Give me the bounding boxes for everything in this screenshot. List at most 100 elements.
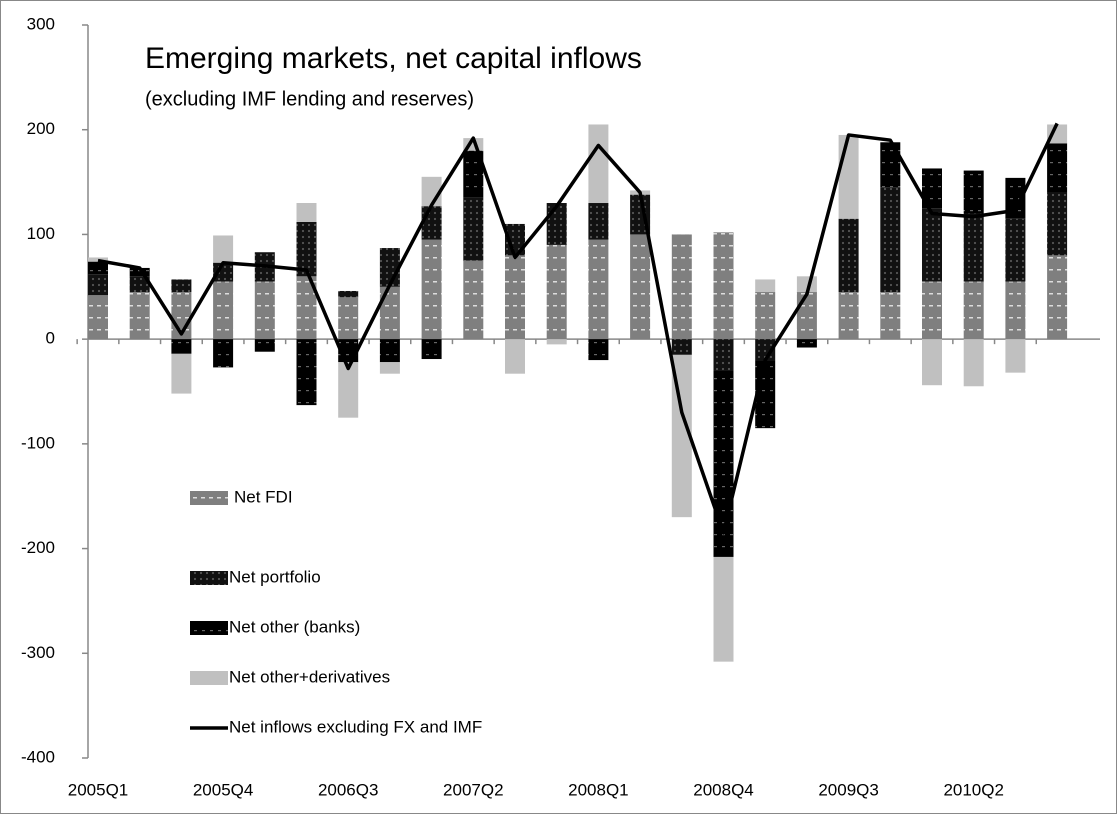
bar [213,235,234,263]
bar [296,339,317,406]
legend-label: Net portfolio [229,567,321,586]
bar [1005,177,1026,219]
bar [379,362,400,374]
bar [421,206,442,240]
bar [505,339,525,374]
legend-swatch [190,571,228,585]
bar [338,297,359,340]
bar [463,150,484,198]
bar [922,339,942,386]
legend-label: Net other (banks) [229,617,360,636]
bar [713,232,734,340]
x-tick-label: 2010Q2 [943,780,1004,799]
bar [171,353,192,394]
bar [1005,218,1026,282]
bar [963,213,984,282]
bar [463,260,484,340]
bar [1047,255,1068,340]
bar [880,292,901,340]
bar [963,339,984,387]
x-tick-label: 2008Q4 [693,780,754,799]
bar [546,203,567,245]
y-tick-label: -400 [21,747,55,766]
bar [755,279,776,293]
bar [171,279,192,293]
bar [922,208,942,282]
bar [254,281,275,340]
bar [796,339,817,348]
y-tick-label: -100 [21,433,55,452]
bar [755,292,776,340]
bar [838,134,859,219]
bar [588,239,609,340]
bar [880,187,901,293]
chart-subtitle: (excluding IMF lending and reserves) [145,88,474,110]
bar [588,124,609,204]
x-tick-label: 2008Q1 [568,780,629,799]
bar [630,234,651,340]
bar [588,203,609,240]
y-tick-label: 300 [27,14,55,33]
bar [129,276,150,293]
bar [296,203,317,222]
bar [379,339,400,363]
x-tick-label: 2006Q3 [318,780,379,799]
bar [213,281,234,340]
bar [588,339,609,361]
bar [296,221,317,277]
y-tick-label: 0 [46,329,55,348]
bar [1047,124,1068,144]
bar [671,234,692,340]
bar [505,255,525,340]
legend-label: Net inflows excluding FX and IMF [229,717,482,736]
legend-swatch [190,491,228,505]
x-tick-label: 2007Q2 [443,780,504,799]
bar [1005,281,1026,340]
bar [338,362,359,418]
bar [1047,143,1068,193]
bar [296,276,317,340]
line [97,122,1059,535]
legend-label: Net other+derivatives [229,667,390,686]
bar [838,218,859,293]
bar [88,257,108,262]
bar [421,339,442,360]
bar [213,339,234,368]
x-tick-label: 2005Q4 [193,780,254,799]
legend-swatch [190,621,228,635]
bar [713,339,734,371]
bar [129,267,150,277]
legend-swatch [190,671,228,685]
y-tick-label: 200 [27,119,55,138]
bar [338,290,359,298]
bar [713,556,734,662]
bar [880,142,901,188]
bar [379,286,400,340]
chart-title: Emerging markets, net capital inflows [145,42,642,75]
y-tick-label: 100 [27,224,55,243]
bar [922,281,942,340]
x-tick-label: 2009Q3 [818,780,879,799]
bar [1005,339,1026,373]
bar [546,339,567,345]
bar [421,239,442,340]
x-tick-label: 2005Q1 [68,780,129,799]
bar [1047,192,1068,256]
bar [463,197,484,261]
bar [963,281,984,340]
bar [171,339,192,354]
bar [546,244,567,340]
bar [88,295,108,340]
bar [963,170,984,214]
bar [922,168,942,209]
bar [88,261,108,275]
bar [129,292,150,340]
bar [671,339,692,355]
bar [88,274,108,296]
y-tick-label: -300 [21,643,55,662]
bar [213,262,234,282]
bar [838,292,859,340]
bar [254,339,275,352]
